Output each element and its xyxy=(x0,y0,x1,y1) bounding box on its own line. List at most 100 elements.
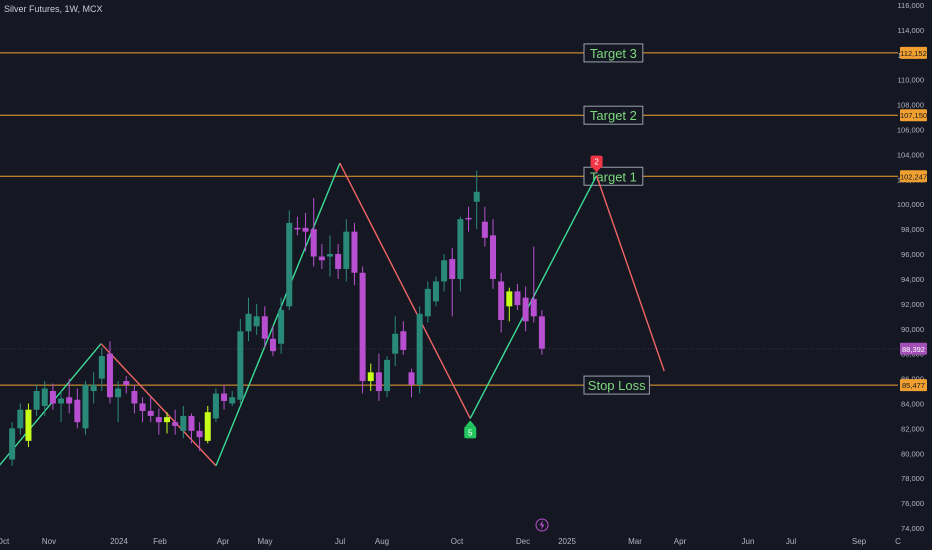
y-tick-label-8: 90,000 xyxy=(901,325,924,334)
candle-body-51 xyxy=(424,288,431,317)
y-tick-label-13: 100,000 xyxy=(897,200,924,209)
candle-body-41 xyxy=(343,231,350,269)
x-tick-label-7: Aug xyxy=(375,537,389,546)
candle-body-26 xyxy=(221,393,228,401)
candle-body-48 xyxy=(400,331,407,350)
x-tick-label-3: Feb xyxy=(153,537,167,546)
y-tick-label-3: 80,000 xyxy=(901,449,924,458)
x-tick-label-2: 2024 xyxy=(110,537,128,546)
candle-body-21 xyxy=(180,415,187,431)
y-tick-label-17: 108,000 xyxy=(897,101,924,110)
candle-body-64 xyxy=(530,298,537,317)
candle-body-32 xyxy=(269,338,276,352)
candle-body-13 xyxy=(115,388,122,398)
y-tick-label-0: 74,000 xyxy=(901,524,924,533)
candle-body-12 xyxy=(106,353,113,398)
level-price-badge-0-box xyxy=(900,46,927,59)
candle-body-65 xyxy=(538,316,545,349)
y-tick-label-4: 82,000 xyxy=(901,424,924,433)
candle-body-22 xyxy=(188,415,195,431)
candle-body-30 xyxy=(253,316,260,327)
candle-body-56 xyxy=(465,217,472,220)
x-tick-label-1: Nov xyxy=(42,537,56,546)
level-price-badge-3-box xyxy=(900,379,927,392)
candle-body-2 xyxy=(25,409,32,441)
marker-pointer-0 xyxy=(591,166,602,173)
y-tick-label-9: 92,000 xyxy=(901,300,924,309)
x-tick-label-6: Jul xyxy=(335,537,345,546)
level-price-badge-0: 112,152 xyxy=(900,49,927,58)
candle-body-5 xyxy=(49,391,56,404)
x-tick-label-12: Apr xyxy=(674,537,687,546)
candle-body-36 xyxy=(302,227,309,232)
x-tick-label-5: May xyxy=(257,537,272,546)
x-tick-label-4: Apr xyxy=(217,537,230,546)
candle-body-47 xyxy=(392,333,399,354)
y-tick-label-10: 94,000 xyxy=(901,275,924,284)
candle-body-11 xyxy=(98,356,105,379)
zigzag-segment-1 xyxy=(100,343,217,467)
candle-body-38 xyxy=(318,256,325,261)
candle-body-40 xyxy=(335,254,342,269)
lightning-icon xyxy=(535,518,549,532)
candle-body-25 xyxy=(212,393,219,419)
marker-pointer-1 xyxy=(465,420,476,427)
candle-body-33 xyxy=(278,310,285,344)
x-tick-label-14: Jul xyxy=(786,537,796,546)
candle-body-18 xyxy=(155,417,162,423)
candle-body-7 xyxy=(66,397,73,404)
candle-body-58 xyxy=(481,221,488,238)
candle-body-43 xyxy=(359,272,366,382)
zigzag-segment-2 xyxy=(215,162,341,467)
candle-body-16 xyxy=(139,403,146,411)
candle-body-42 xyxy=(351,231,358,273)
candle-body-15 xyxy=(131,391,138,404)
candle-body-45 xyxy=(375,372,382,392)
candle-body-24 xyxy=(204,412,211,441)
candle-body-54 xyxy=(449,259,456,279)
candle-body-19 xyxy=(164,417,170,423)
marker-label-1: 5 xyxy=(468,428,473,437)
level-price-badge-3: 85,477 xyxy=(902,381,925,390)
level-label-2: Target 1 xyxy=(590,169,637,184)
candle-body-62 xyxy=(514,291,521,306)
x-tick-label-8: Oct xyxy=(451,537,464,546)
level-label-1: Target 2 xyxy=(590,108,637,123)
y-tick-label-5: 84,000 xyxy=(901,399,924,408)
y-tick-label-2: 78,000 xyxy=(901,474,924,483)
candle-body-8 xyxy=(74,399,81,423)
candle-body-63 xyxy=(522,297,529,322)
last-price-badge: 88,392 xyxy=(902,345,925,354)
candle-body-10 xyxy=(90,384,97,392)
candle-body-0 xyxy=(9,428,16,460)
candle-body-28 xyxy=(237,331,244,400)
candle-body-57 xyxy=(473,191,480,202)
y-tick-label-12: 98,000 xyxy=(901,225,924,234)
x-tick-label-9: Dec xyxy=(516,537,530,546)
y-tick-label-1: 76,000 xyxy=(901,499,924,508)
candle-body-44 xyxy=(367,372,374,382)
candle-body-3 xyxy=(33,391,40,410)
level-price-badge-1: 107,150 xyxy=(900,111,927,120)
zigzag-segment-5 xyxy=(595,175,665,372)
candle-body-29 xyxy=(245,313,252,332)
candle-body-31 xyxy=(261,316,268,339)
candle-body-34 xyxy=(286,222,293,307)
candle-body-9 xyxy=(82,384,89,429)
zigzag-segment-3 xyxy=(339,162,471,419)
x-tick-label-11: Mar xyxy=(628,537,642,546)
marker-box-1 xyxy=(464,426,477,439)
y-tick-label-15: 104,000 xyxy=(897,150,924,159)
y-tick-label-16: 106,000 xyxy=(897,126,924,135)
candle-body-17 xyxy=(147,410,154,416)
candle-body-50 xyxy=(416,313,423,385)
x-tick-label-13: Jun xyxy=(742,537,755,546)
level-label-0: Target 3 xyxy=(590,46,637,61)
marker-box-0 xyxy=(590,155,603,168)
x-tick-label-15: Sep xyxy=(852,537,867,546)
chart-title: Silver Futures, 1W, MCX xyxy=(4,4,103,14)
candle-body-14 xyxy=(123,381,130,385)
candle-body-60 xyxy=(498,281,505,321)
